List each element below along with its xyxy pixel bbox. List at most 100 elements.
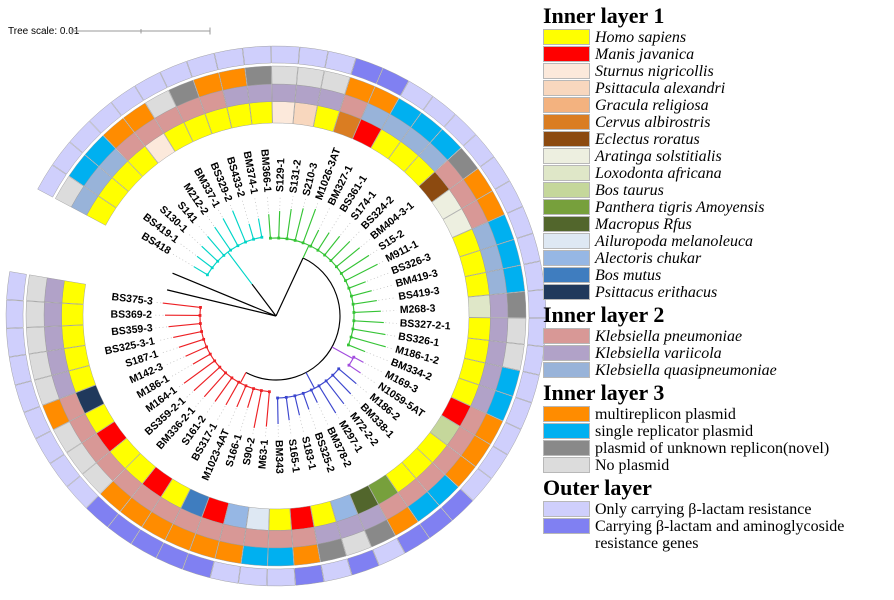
leaf-leader-line: [350, 229, 362, 241]
legend-swatch: [543, 457, 590, 473]
tree-branch: [294, 208, 304, 241]
ring-segment: [505, 397, 532, 430]
leaf-leader-line: [378, 260, 384, 264]
tree-branch: [330, 240, 351, 261]
tree-node-dot: [208, 352, 212, 356]
tree-node-dot: [317, 384, 321, 388]
ring-segment: [464, 338, 490, 363]
legend-swatch: [543, 518, 590, 534]
ring-segment: [168, 79, 200, 107]
leaf-leader-line: [370, 249, 378, 255]
ring-segment: [266, 568, 296, 587]
tree-branch: [207, 236, 225, 256]
leaf-leader-line: [196, 224, 207, 236]
leaf-label: BS369-2: [111, 309, 153, 321]
ring-segment: [464, 272, 490, 298]
leaf-leader-line: [387, 346, 393, 350]
ring-segment: [400, 80, 434, 111]
leaf-label: BM343: [273, 440, 286, 474]
ring-segment: [444, 114, 476, 146]
tree-branch: [168, 322, 201, 328]
ring-segment: [120, 497, 152, 528]
ring-segment: [292, 102, 318, 127]
ring-segment: [317, 538, 347, 563]
ring-segment: [502, 342, 525, 371]
ring-segment: [341, 530, 372, 557]
leaf-label: BS327-2-1: [399, 317, 451, 332]
legend-swatch: [543, 80, 590, 96]
tree-node-dot: [339, 272, 343, 275]
leaf-leader-line: [239, 409, 248, 432]
ring-segment: [141, 511, 174, 541]
ring-segment: [5, 299, 24, 329]
ring-segment: [463, 134, 495, 167]
ring-segment: [441, 488, 474, 521]
legend-item-label: Psittacula alexandri: [595, 80, 726, 97]
ring-segment: [495, 366, 521, 397]
legend-item-label: Alectoris chukar: [595, 250, 702, 267]
legend-swatch: [543, 165, 590, 181]
tree-branch: [350, 336, 386, 348]
legend-item-label: plasmid of unknown replicon(novel): [595, 440, 830, 457]
tree-node-dot: [210, 266, 214, 270]
legend-item: Klebsiella pneumoniae: [543, 328, 892, 345]
ring-segment: [186, 52, 218, 78]
tree-node-dot: [324, 379, 328, 383]
tree-branch: [232, 210, 247, 243]
leaf-leader-line: [360, 239, 370, 248]
ring-segment: [52, 141, 83, 175]
legend-panel: Inner layer 1 Homo sapiens Manis javanica S…: [543, 2, 892, 552]
tree-branch: [341, 254, 370, 274]
tree-branch: [348, 281, 366, 289]
tree-node-dot: [236, 244, 240, 248]
leaf-leader-line: [289, 421, 292, 437]
tree-node-dot: [284, 395, 288, 399]
legend-item: Alectoris chukar: [543, 250, 892, 267]
legend-swatch: [543, 216, 590, 232]
tree-node-dot: [293, 238, 297, 242]
legend-item: Cervus albirostris: [543, 114, 892, 131]
leaf-leader-line: [315, 202, 319, 208]
tree-node-dot: [347, 363, 351, 367]
leaf-leader-line: [385, 322, 397, 324]
leaf-leader-line: [303, 198, 307, 208]
ring-segment: [347, 549, 380, 576]
ring-segment: [496, 239, 521, 269]
ring-segment: [131, 529, 164, 559]
ring-segment: [244, 65, 272, 87]
tree-branch: [247, 388, 255, 408]
tree-branch: [353, 320, 384, 324]
ring-segment: [506, 291, 527, 318]
leaf-leader-line: [227, 408, 237, 428]
tree-node-dot: [351, 327, 355, 331]
tree-node-dot: [260, 235, 264, 239]
ring-segment: [364, 519, 396, 548]
ring-segment: [26, 274, 48, 302]
legend-item-label: Bos mutus: [595, 267, 662, 284]
tree-node-dot: [230, 376, 234, 380]
leaf-label: BS359-3: [111, 322, 154, 338]
legend-item-label: Only carrying β-lactam resistance: [595, 501, 812, 518]
ring-segment: [189, 533, 220, 559]
legend-item-label: multireplicon plasmid: [595, 406, 736, 423]
ring-segment: [489, 293, 509, 318]
legend-item-label: Carrying β-lactam and aminoglycoside res…: [595, 518, 845, 552]
tree-scale-label: Tree scale: 0.01: [8, 26, 80, 37]
tree-node-dot: [285, 237, 289, 241]
leaf-label: M63-1: [256, 439, 271, 470]
tree-node-dot: [349, 335, 353, 339]
legend-item-label: Sturnus nigricollis: [595, 63, 714, 80]
legend-item: Psittacula alexandri: [543, 80, 892, 97]
ring-segment: [492, 422, 522, 455]
leaf-leader-line: [216, 405, 226, 422]
ring-segment: [145, 90, 177, 119]
ring-segment: [407, 491, 440, 522]
tree-branch: [278, 211, 281, 239]
leaf-leader-line: [155, 301, 162, 304]
ring-segment: [271, 45, 300, 65]
tree-branch: [317, 232, 330, 251]
legend-item: Homo sapiens: [543, 29, 892, 46]
ring-segment: [210, 561, 241, 584]
tree-branch: [196, 255, 213, 269]
tree-branch: [336, 247, 361, 268]
